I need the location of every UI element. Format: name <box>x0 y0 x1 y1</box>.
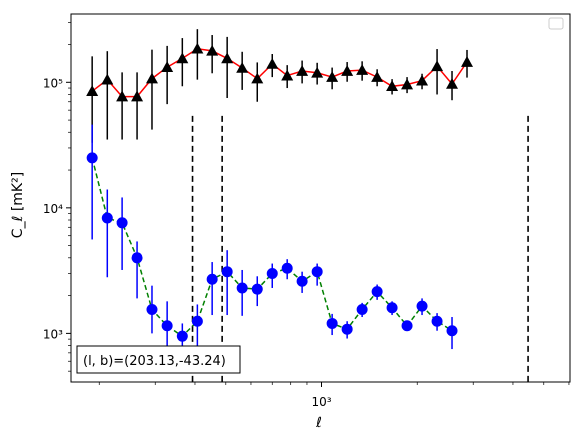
data-point <box>86 85 99 96</box>
annotation-box: (l, b)=(203.13,-43.24) <box>76 345 241 374</box>
data-point <box>146 303 158 315</box>
data-point <box>101 73 114 85</box>
plot-frame <box>70 13 571 383</box>
series-line <box>91 157 453 338</box>
data-point <box>416 74 429 86</box>
data-point <box>386 80 399 92</box>
x-axis-label: ℓ <box>315 415 322 431</box>
data-point <box>131 252 143 264</box>
data-point <box>176 330 188 342</box>
data-point <box>251 72 264 84</box>
data-point <box>356 303 368 315</box>
data-point <box>266 57 279 69</box>
data-point <box>266 267 278 279</box>
x-axis: 10³ <box>98 382 570 409</box>
data-point <box>341 323 353 335</box>
vertical-reference-lines <box>191 115 529 382</box>
y-tick-label: 10³ <box>43 327 63 341</box>
data-point <box>236 282 248 294</box>
annotation-text: (l, b)=(203.13,-43.24) <box>83 354 226 369</box>
y-tick-label: 10⁵ <box>43 76 63 90</box>
data-point <box>145 72 158 84</box>
legend-box <box>548 17 564 30</box>
data-point <box>296 65 309 76</box>
data-point <box>206 44 219 56</box>
data-point <box>461 56 474 67</box>
data-point <box>161 61 174 72</box>
data-point <box>401 320 413 332</box>
data-point <box>116 217 128 229</box>
data-point <box>371 286 383 298</box>
data-point <box>386 302 398 314</box>
data-point <box>356 64 369 75</box>
data-point <box>221 52 234 64</box>
data-point <box>311 66 324 78</box>
series-line <box>91 48 468 98</box>
data-point <box>296 275 308 287</box>
data-point <box>131 90 144 102</box>
data-point <box>281 262 293 274</box>
data-point <box>446 325 458 337</box>
data-point <box>281 69 294 81</box>
data-point <box>161 320 173 332</box>
data-point <box>116 90 129 102</box>
data-point <box>401 78 414 90</box>
series-layer <box>86 29 474 355</box>
data-point <box>86 152 98 164</box>
data-point <box>311 266 323 278</box>
data-point <box>176 52 189 64</box>
data-point <box>341 65 354 76</box>
data-point <box>206 273 218 285</box>
y-axis: 10³ 10⁴ 10⁵ <box>43 22 71 372</box>
series-circle <box>86 124 458 355</box>
y-axis-label: C_ℓ [mK²] <box>10 172 26 238</box>
data-point <box>371 71 384 82</box>
data-point <box>431 315 443 327</box>
data-point <box>191 315 203 327</box>
series-triangle <box>86 29 474 143</box>
data-point <box>431 60 444 72</box>
data-point <box>101 212 113 224</box>
data-point <box>251 283 263 295</box>
data-point <box>416 300 428 312</box>
y-tick-label: 10⁴ <box>43 202 63 216</box>
data-point <box>446 77 459 89</box>
data-point <box>236 61 249 73</box>
data-point <box>191 42 204 54</box>
data-point <box>326 71 339 82</box>
data-point <box>221 266 233 278</box>
data-point <box>326 317 338 329</box>
x-tick-label: 10³ <box>311 395 331 409</box>
